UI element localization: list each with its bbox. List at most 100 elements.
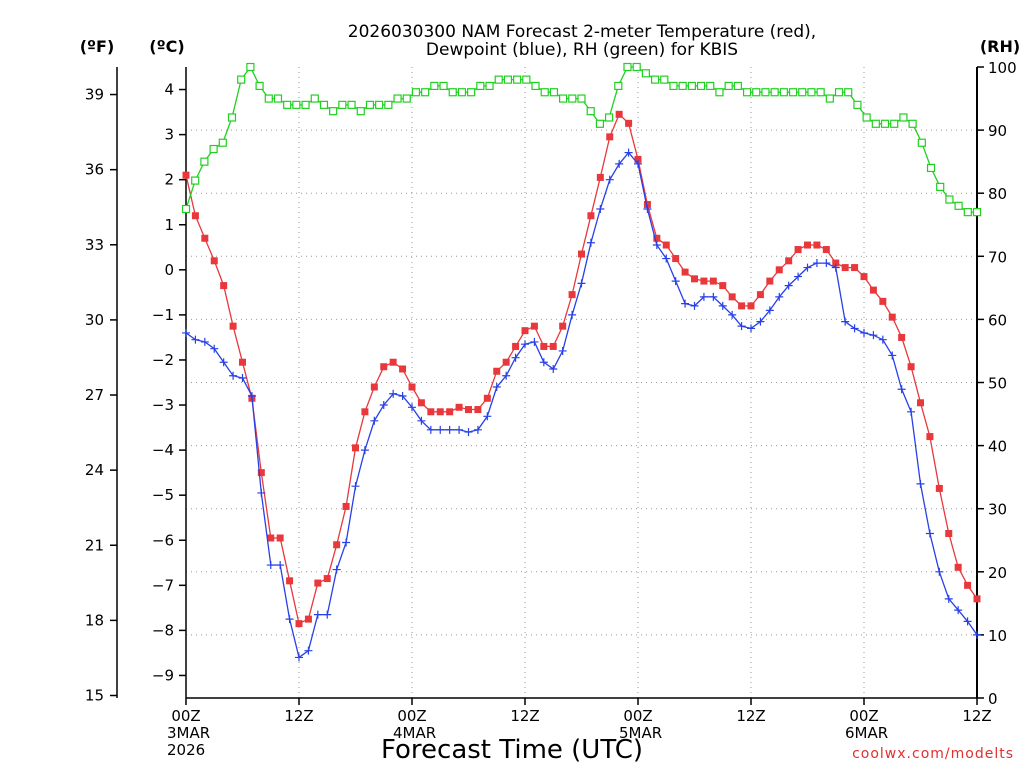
celsius-tick-label: 2 bbox=[164, 171, 174, 189]
rh-point bbox=[752, 88, 761, 97]
rh-point bbox=[825, 94, 834, 103]
dewpoint-point bbox=[473, 425, 482, 434]
dewpoint-point bbox=[408, 403, 416, 412]
dewpoint-point bbox=[238, 373, 247, 382]
dewpoint-point bbox=[586, 238, 595, 247]
rh-point bbox=[650, 75, 660, 84]
dewpoint-point bbox=[662, 254, 671, 263]
temperature-point bbox=[785, 257, 793, 265]
celsius-tick-label: −2 bbox=[152, 351, 174, 369]
temperature-point bbox=[747, 302, 755, 310]
rh-point bbox=[788, 88, 798, 97]
dewpoint-point bbox=[897, 385, 906, 394]
rh-point bbox=[246, 62, 255, 72]
rh-point bbox=[926, 163, 936, 173]
temperature-point bbox=[804, 241, 811, 249]
x-tick-label: 00Z bbox=[849, 707, 878, 725]
temperature-point bbox=[756, 291, 764, 299]
dewpoint-point bbox=[756, 317, 765, 326]
dewpoint-point bbox=[295, 653, 303, 662]
temperature-point bbox=[417, 399, 425, 407]
temperature-point bbox=[389, 358, 397, 366]
temperature-point bbox=[530, 322, 538, 330]
dewpoint-point bbox=[831, 263, 840, 272]
rh-point bbox=[724, 81, 733, 91]
grid bbox=[186, 67, 977, 698]
temperature-point bbox=[615, 110, 623, 118]
temperature-point bbox=[964, 581, 972, 589]
temperature-point bbox=[191, 212, 199, 220]
temperature-point bbox=[926, 433, 934, 441]
rh-point bbox=[908, 119, 917, 128]
temperature-point bbox=[436, 408, 444, 416]
x-tick-label: 12Z bbox=[736, 707, 765, 725]
temperature-point bbox=[587, 212, 595, 220]
rh-point bbox=[301, 100, 310, 109]
dewpoint-point bbox=[370, 416, 379, 425]
x-tick-label: 00Z bbox=[623, 707, 652, 725]
rh-point bbox=[614, 81, 623, 91]
rh-axis-label: (RH) bbox=[980, 37, 1020, 56]
rh-point bbox=[347, 100, 356, 109]
fahrenheit-tick-label: 21 bbox=[85, 536, 104, 554]
dewpoint-point bbox=[718, 301, 727, 310]
dewpoint-point bbox=[436, 425, 445, 434]
temperature-point bbox=[182, 171, 190, 179]
rh-point bbox=[871, 119, 880, 128]
dewpoint-point bbox=[878, 335, 887, 344]
dewpoint-point bbox=[511, 353, 520, 362]
rh-point bbox=[540, 88, 549, 97]
dewpoint-point bbox=[634, 159, 642, 168]
rh-point bbox=[273, 94, 283, 103]
celsius-tick-label: 4 bbox=[164, 81, 174, 99]
temperature-point bbox=[549, 342, 557, 350]
dewpoint-point bbox=[539, 358, 548, 367]
rh-tick-label: 30 bbox=[988, 501, 1007, 519]
rh-point bbox=[834, 88, 844, 97]
dewpoint-point bbox=[935, 567, 944, 576]
rh-tick-label: 10 bbox=[988, 627, 1007, 645]
rh-point bbox=[457, 88, 467, 97]
dewpoint-point bbox=[257, 488, 266, 497]
temperature-point bbox=[276, 534, 284, 542]
temperature-point bbox=[662, 241, 670, 249]
temperature-point bbox=[427, 408, 435, 416]
temperature-point bbox=[794, 246, 802, 254]
temperature-point bbox=[323, 575, 331, 583]
dewpoint-point bbox=[276, 561, 285, 570]
temperature-point bbox=[210, 257, 218, 265]
temperature-point bbox=[719, 282, 727, 290]
temperature-point bbox=[672, 255, 680, 263]
temperature-point bbox=[738, 302, 746, 310]
temperature-point bbox=[596, 173, 604, 181]
chart-title-line: Dewpoint (blue), RH (green) for KBIS bbox=[426, 40, 738, 60]
fahrenheit-tick-label: 39 bbox=[85, 86, 104, 104]
temperature-point bbox=[239, 358, 246, 366]
dewpoint-point bbox=[483, 412, 492, 421]
dewpoint-point bbox=[285, 615, 294, 624]
rh-point bbox=[476, 81, 485, 91]
rh-point bbox=[899, 113, 908, 122]
x-tick-label: 12Z bbox=[510, 707, 539, 725]
temperature-point bbox=[314, 579, 322, 587]
temperature-point bbox=[257, 469, 265, 477]
temperature-point bbox=[474, 406, 482, 414]
fahrenheit-tick-label: 18 bbox=[85, 611, 104, 629]
dewpoint-point bbox=[521, 340, 529, 349]
dewpoint-point bbox=[784, 281, 793, 290]
credit-text: coolwx.com/modelts bbox=[852, 746, 1014, 762]
fahrenheit-tick-label: 33 bbox=[85, 236, 104, 254]
temperature-series bbox=[182, 110, 981, 628]
temperature-point bbox=[775, 266, 783, 274]
temperature-point bbox=[879, 297, 887, 305]
fahrenheit-tick-label: 36 bbox=[85, 161, 104, 179]
celsius-tick-label: 3 bbox=[164, 126, 174, 144]
rh-point bbox=[531, 81, 540, 91]
rh-point bbox=[237, 75, 246, 84]
rh-point bbox=[448, 88, 457, 97]
rh-point bbox=[669, 81, 678, 91]
celsius-tick-label: −4 bbox=[152, 441, 174, 459]
rh-point bbox=[945, 195, 954, 204]
temperature-point bbox=[295, 620, 303, 628]
dewpoint-point bbox=[841, 317, 850, 326]
